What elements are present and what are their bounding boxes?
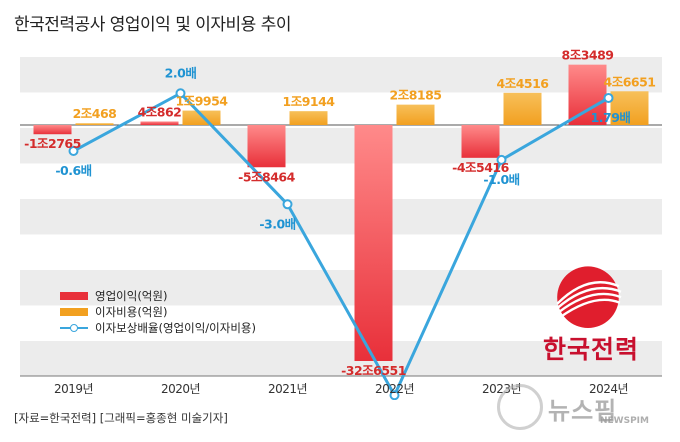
watermark-text: 뉴스핌 [548,397,618,425]
legend-label-interest: 이자비용(억원) [95,305,168,319]
bar-profit [568,64,607,125]
bar-profit [354,125,393,361]
data-label-interest: 2조8185 [390,88,442,103]
point-ratio [175,88,186,99]
data-label-ratio: 2.0배 [165,65,197,80]
watermark-icon [497,384,543,430]
x-tick-label: 2020년 [161,382,200,396]
x-tick-label: 2022년 [375,382,414,396]
line-ratio [72,91,610,399]
legend-item-interest: 이자비용(억원) [60,304,167,320]
data-label-interest: 4조6651 [604,74,656,89]
point-ratio [389,390,400,400]
legend-label-profit: 영업이익(억원) [95,289,168,303]
grid-band [20,341,662,376]
bar-interest [182,110,221,125]
source-note: [자료=한국전력] [그래픽=홍종현 미술기자] [14,411,228,425]
bar-interest [503,92,542,125]
x-tick-label: 2021년 [268,382,307,396]
bar-interest [289,111,328,125]
point-ratio [68,146,79,157]
grid-band [20,57,662,93]
bar-profit [247,125,286,168]
grid-band [20,128,662,164]
bar-interest [75,123,114,125]
data-label-profit: -4조5416 [452,160,509,175]
x-tick-label: 2019년 [54,382,93,396]
chart-title: 한국전력공사 영업이익 및 이자비용 추이 [14,15,292,35]
bar-interest [610,91,649,125]
point-ratio [603,92,614,103]
watermark-subtext: NEWSPIM [600,416,649,426]
bar-profit [33,125,72,135]
point-ratio [496,154,507,165]
data-label-ratio: -3.0배 [259,216,295,231]
data-label-ratio: -1.0배 [483,172,519,187]
data-label-interest: 1조9144 [283,94,336,109]
legend-swatch-interest [60,308,88,316]
bar-profit [140,121,179,125]
bar-interest [396,104,435,125]
point-ratio [282,199,293,210]
kepco-logo-text: 한국전력 [543,335,640,364]
data-label-ratio: -0.6배 [55,163,91,178]
data-label-profit: -5조8464 [238,169,295,184]
legend-label-ratio: 이자보상배율(영업이익/이자비용) [95,321,256,335]
legend-swatch-profit [60,292,88,300]
legend-item-ratio: 이자보상배율(영업이익/이자비용) [60,320,256,336]
x-tick-label: 2024년 [589,382,628,396]
data-label-profit: -32조6551 [341,363,406,378]
kepco-logo [556,266,622,328]
data-label-profit: -1조2765 [24,136,81,151]
legend-item-profit: 영업이익(억원) [60,288,167,304]
data-label-profit: 8조3489 [562,48,614,63]
data-label-interest: 1조9954 [176,94,229,109]
legend-swatch-ratio [60,323,88,333]
data-label-profit: 4조862 [138,104,182,119]
data-label-interest: 2조468 [73,106,117,121]
bar-profit [461,125,500,158]
grid-band [20,199,662,235]
data-label-ratio: 1.79배 [591,110,631,125]
data-label-interest: 4조4516 [497,76,550,91]
